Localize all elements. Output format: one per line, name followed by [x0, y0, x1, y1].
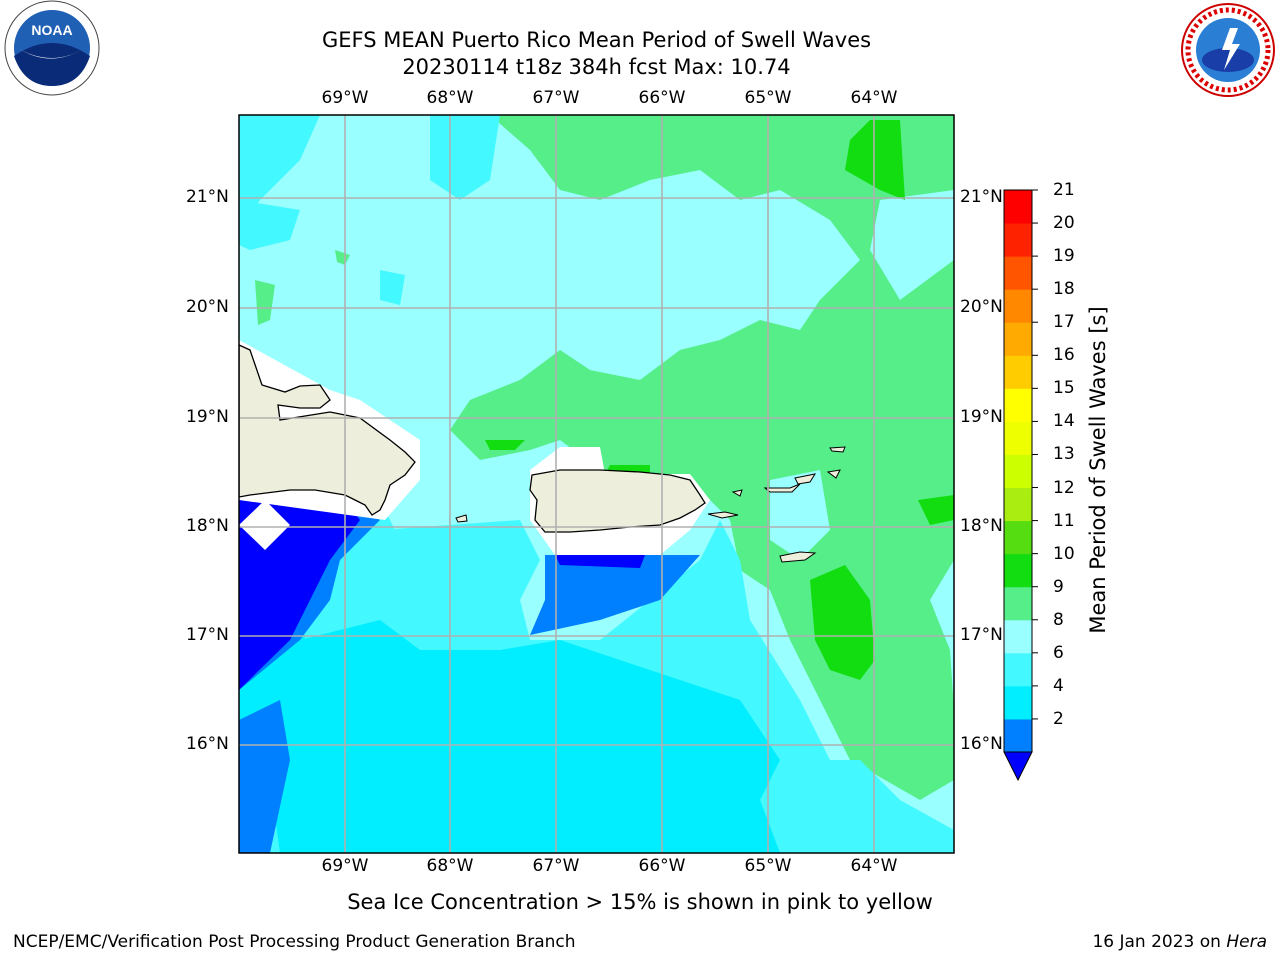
footer-date: 16 Jan 2023 on Hera [1092, 932, 1267, 952]
lat-label-right: 18°N [960, 516, 1003, 536]
contour-4-6 [270, 620, 780, 853]
colorbar-level-8-9 [1004, 619, 1032, 654]
colorbar-tick-label: 16 [1053, 345, 1075, 366]
contour-under-2 [239, 500, 360, 690]
lat-label-left: 19°N [186, 407, 229, 427]
colorbar-level-9-10 [1004, 586, 1032, 621]
chart-subtitle: 20230114 t18z 384h fcst Max: 10.74 [402, 55, 791, 79]
lat-label-right: 16°N [960, 734, 1003, 754]
colorbar-level-15-16 [1004, 388, 1032, 422]
colorbar-frame [1003, 189, 1033, 753]
lat-label-right: 17°N [960, 625, 1003, 645]
lon-label-bottom: 68°W [426, 856, 474, 876]
noaa-logo: NOAA [4, 0, 100, 96]
colorbar-tick-label: 13 [1053, 444, 1075, 465]
colorbar-label: Mean Period of Swell Waves [s] [1086, 306, 1110, 634]
colorbar-level-6-8 [1004, 652, 1032, 687]
lat-label-left: 18°N [186, 516, 229, 536]
lat-label-right: 20°N [960, 297, 1003, 317]
colorbar-tick-label: 6 [1053, 642, 1064, 663]
colorbar-level-21+ [1004, 190, 1032, 224]
colorbar-level-12-13 [1004, 487, 1032, 522]
lat-label-left: 17°N [186, 625, 229, 645]
chart-title: GEFS MEAN Puerto Rico Mean Period of Swe… [321, 28, 872, 52]
colorbar-level-4-6 [1004, 685, 1032, 720]
map-gridlines [239, 115, 954, 853]
colorbar-tick-label: 9 [1053, 576, 1064, 597]
lat-label-right: 19°N [960, 407, 1003, 427]
colorbar-level-18-19 [1004, 289, 1032, 323]
colorbar-tick-label: 11 [1053, 510, 1075, 531]
colorbar-tick-label: 15 [1053, 378, 1075, 399]
colorbar-tick-label: 2 [1053, 708, 1064, 729]
footer-organization: NCEP/EMC/Verification Post Processing Pr… [13, 932, 576, 952]
swell-period-field [239, 115, 954, 853]
lat-label-left: 20°N [186, 297, 229, 317]
colorbar-tick-label: 4 [1053, 675, 1064, 696]
colorbar-level-13-14 [1004, 454, 1032, 489]
colorbar-level-10-11 [1004, 553, 1032, 588]
colorbar-tick-label: 21 [1053, 180, 1075, 200]
sea-ice-note: Sea Ice Concentration > 15% is shown in … [347, 890, 933, 914]
lat-label-left: 16°N [186, 734, 229, 754]
lat-label-right: 21°N [960, 187, 1003, 207]
colorbar-tick-label: 19 [1053, 246, 1075, 267]
land-hispaniola [239, 344, 416, 516]
lon-label-top: 66°W [638, 88, 686, 108]
land-virgin-islands [707, 446, 846, 563]
lon-label-top: 65°W [744, 88, 792, 108]
colorbar-level-14-15 [1004, 421, 1032, 455]
colorbar [1003, 189, 1038, 782]
colorbar-level-2-4 [1004, 718, 1032, 753]
colorbar-tick-label: 17 [1053, 312, 1075, 333]
footer-machine: Hera [1226, 932, 1267, 952]
colorbar-tick-label: 8 [1053, 609, 1064, 630]
lon-label-bottom: 64°W [850, 856, 898, 876]
footer-date-text: 16 Jan 2023 on [1092, 932, 1227, 952]
map-frame [238, 114, 955, 854]
lat-label-left: 21°N [186, 187, 229, 207]
lon-label-bottom: 65°W [744, 856, 792, 876]
nws-logo [1181, 3, 1275, 97]
colorbar-tick-label: 10 [1053, 543, 1075, 564]
colorbar-tick-label: 14 [1053, 411, 1075, 432]
colorbar-tick-label: 12 [1053, 477, 1075, 498]
colorbar-tick-label: 20 [1053, 213, 1075, 234]
colorbar-level-20-21 [1004, 223, 1032, 257]
lon-label-top: 67°W [532, 88, 580, 108]
contour-6-8 [239, 115, 320, 230]
lon-label-top: 69°W [321, 88, 369, 108]
colorbar-level-17-18 [1004, 322, 1032, 356]
noaa-logo-text: NOAA [31, 22, 72, 38]
lon-label-top: 68°W [426, 88, 474, 108]
lon-label-bottom: 67°W [532, 856, 580, 876]
lon-label-top: 64°W [850, 88, 898, 108]
colorbar-level-16-17 [1004, 355, 1032, 389]
colorbar-tick-label: 18 [1053, 279, 1075, 300]
lon-label-bottom: 66°W [638, 856, 686, 876]
contour-10-11 [845, 120, 905, 200]
colorbar-under-arrow [1003, 751, 1033, 782]
lon-label-bottom: 69°W [321, 856, 369, 876]
colorbar-level-19-20 [1004, 256, 1032, 290]
colorbar-level-11-12 [1004, 520, 1032, 555]
